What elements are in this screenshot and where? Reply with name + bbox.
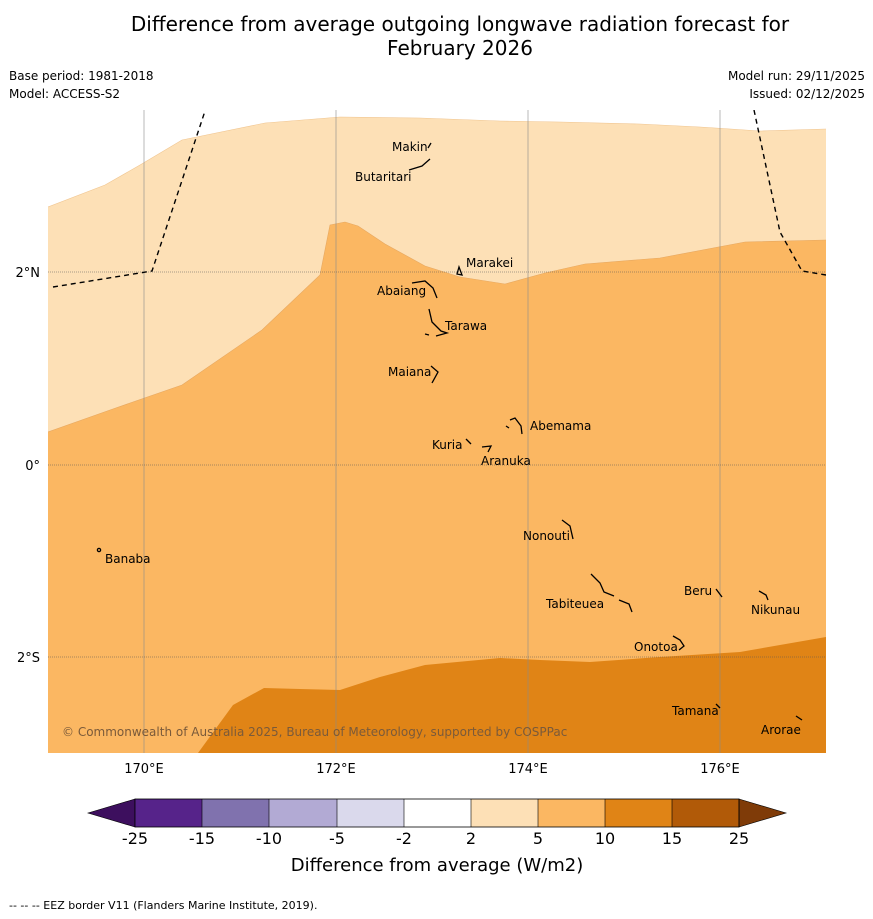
- label-nonouti: Nonouti: [523, 529, 570, 543]
- colorbar-bin-3: [269, 799, 337, 827]
- model-name: Model: ACCESS-S2: [9, 87, 121, 101]
- colorbar-bin-2: [202, 799, 269, 827]
- eez-border: [52, 110, 826, 288]
- band-neutral: [48, 110, 826, 207]
- label-beru: Beru: [684, 584, 712, 598]
- label-kuria: Kuria: [432, 438, 463, 452]
- contour-line-2: [48, 116, 826, 208]
- gridlines-lon: [143, 110, 721, 753]
- colorbar-bin-5: [404, 799, 471, 827]
- colorbar-bin-4: [337, 799, 404, 827]
- colorbar-tick-8: 15: [662, 829, 682, 848]
- label-onotoa: Onotoa: [634, 640, 678, 654]
- colorbar-ticks: -25 -15 -10 -5 -2 2 5 10 15 25: [122, 829, 749, 848]
- title-line-2: February 2026: [387, 36, 533, 60]
- colorbar-bin-7: [538, 799, 605, 827]
- band-2-5: [48, 110, 826, 432]
- gridlines-lat: [48, 271, 826, 658]
- lon-label-172e: 172°E: [316, 762, 356, 777]
- colorbar-extend-max: [738, 798, 788, 828]
- meta-right: Model run: 29/11/2025 Issued: 02/12/2025: [728, 67, 865, 103]
- colorbar-extend-min: [86, 798, 136, 828]
- island-abemama: [505, 417, 523, 435]
- colorbar: -25 -15 -10 -5 -2 2 5 10 15 25 Differenc…: [86, 798, 788, 876]
- eez-east: [753, 110, 826, 276]
- lat-label-2n: 2°N: [16, 266, 41, 281]
- island-arorae: [795, 715, 803, 721]
- label-tamana: Tamana: [671, 704, 719, 718]
- island-tabiteuea: [590, 573, 633, 613]
- colorbar-bin-8: [605, 799, 672, 827]
- map-area: Makin Butaritari Marakei Abaiang Tarawa …: [48, 110, 826, 753]
- colorbar-bin-9: [672, 799, 739, 827]
- island-butaritari: [408, 158, 431, 171]
- colorbar-tick-0: -25: [122, 829, 148, 848]
- colorbar-tick-6: 5: [533, 829, 543, 848]
- island-nikunau: [758, 590, 769, 601]
- colorbar-dividers: [201, 799, 673, 827]
- island-kuria: [465, 438, 472, 445]
- lon-label-176e: 176°E: [700, 762, 740, 777]
- colorbar-tick-2: -10: [256, 829, 282, 848]
- place-labels: Makin Butaritari Marakei Abaiang Tarawa …: [105, 140, 801, 737]
- model-run: Model run: 29/11/2025: [727, 69, 865, 83]
- lon-axis-labels: 170°E 172°E 174°E 176°E: [124, 762, 740, 777]
- label-abemama: Abemama: [530, 419, 591, 433]
- issued-date: Issued: 02/12/2025: [749, 87, 865, 101]
- chart-title: Difference from average outgoing longwav…: [0, 12, 873, 60]
- colorbar-tick-9: 25: [729, 829, 749, 848]
- island-beru: [715, 588, 723, 598]
- band-10-15: [198, 637, 826, 753]
- lat-label-2s: 2°S: [17, 651, 40, 666]
- lat-axis-labels: 2°N 0° 2°S: [16, 266, 41, 666]
- label-marakei: Marakei: [466, 256, 513, 270]
- label-makin: Makin: [392, 140, 428, 154]
- label-maiana: Maiana: [388, 365, 431, 379]
- meta-left: Base period: 1981-2018 Model: ACCESS-S2: [9, 67, 154, 103]
- island-aranuka: [481, 445, 493, 453]
- copyright-notice: © Commonwealth of Australia 2025, Bureau…: [62, 725, 567, 739]
- colorbar-bin-1: [135, 799, 202, 827]
- island-nonouti: [561, 519, 574, 540]
- colorbar-frame: [134, 798, 740, 828]
- island-marakei: [456, 264, 464, 276]
- island-abaiang: [411, 280, 438, 299]
- islands: [96, 142, 803, 721]
- lat-label-0: 0°: [25, 459, 40, 474]
- colorbar-tick-4: -2: [396, 829, 412, 848]
- island-makin: [427, 142, 432, 149]
- lon-label-174e: 174°E: [508, 762, 548, 777]
- label-tabiteuea: Tabiteuea: [545, 597, 604, 611]
- island-maiana: [430, 365, 439, 384]
- eez-legend: -- -- -- EEZ border V11 (Flanders Marine…: [9, 899, 318, 912]
- island-tarawa: [424, 308, 450, 337]
- base-period: Base period: 1981-2018: [9, 69, 154, 83]
- label-arorae: Arorae: [761, 723, 801, 737]
- label-banaba: Banaba: [105, 552, 151, 566]
- contour-line-5: [48, 221, 826, 433]
- label-butaritari: Butaritari: [355, 170, 412, 184]
- eez-west: [52, 110, 207, 288]
- label-aranuka: Aranuka: [481, 454, 531, 468]
- colorbar-tick-1: -15: [189, 829, 215, 848]
- colorbar-tick-3: -5: [329, 829, 345, 848]
- colorbar-bin-6: [471, 799, 538, 827]
- label-tarawa: Tarawa: [444, 319, 487, 333]
- title-line-1: Difference from average outgoing longwav…: [130, 12, 790, 36]
- label-nikunau: Nikunau: [751, 603, 800, 617]
- colorbar-tick-7: 10: [595, 829, 615, 848]
- lon-label-170e: 170°E: [124, 762, 164, 777]
- island-banaba: [96, 547, 102, 553]
- island-tamana: [715, 703, 721, 709]
- label-abaiang: Abaiang: [377, 284, 426, 298]
- colorbar-title: Difference from average (W/m2): [291, 855, 583, 876]
- island-onotoa: [672, 635, 685, 651]
- colorbar-tick-5: 2: [466, 829, 476, 848]
